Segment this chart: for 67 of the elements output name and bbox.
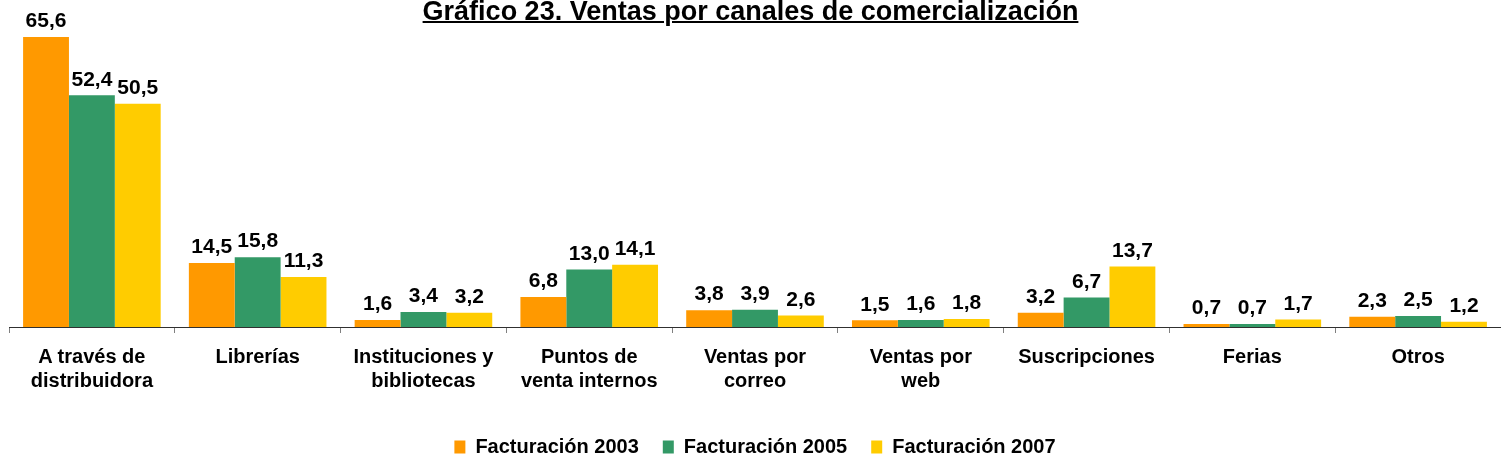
data-label: 1,5 xyxy=(860,291,890,315)
bar xyxy=(943,319,990,327)
x-tick-label: Suscripciones xyxy=(1018,344,1155,367)
bar xyxy=(612,264,659,327)
bar xyxy=(851,320,898,327)
data-label: 6,8 xyxy=(528,268,559,292)
x-tick-label: Otros xyxy=(1391,344,1445,367)
bar xyxy=(686,310,733,327)
legend-label: Facturación 2003 xyxy=(475,434,639,457)
bar xyxy=(280,277,327,327)
bar xyxy=(1395,315,1442,327)
data-label: 2,6 xyxy=(786,286,816,310)
bar xyxy=(114,103,161,327)
bar xyxy=(188,262,235,327)
x-tick-label: A través de distribuidora xyxy=(30,344,154,391)
x-tick-label: Librerías xyxy=(215,344,300,367)
bar xyxy=(1063,297,1110,327)
data-label: 2,5 xyxy=(1403,287,1434,311)
bar xyxy=(234,257,281,327)
bar xyxy=(1275,319,1322,327)
bar xyxy=(1441,321,1487,327)
bar xyxy=(1349,316,1396,327)
data-label: 2,3 xyxy=(1357,288,1387,312)
data-label: 1,6 xyxy=(362,291,393,315)
data-label: 0,7 xyxy=(1191,295,1222,319)
bar xyxy=(23,37,69,327)
bar xyxy=(446,312,493,327)
x-tick-label: Ventas por web xyxy=(869,344,973,391)
data-label: 50,5 xyxy=(117,75,159,99)
bar xyxy=(400,311,447,327)
bar xyxy=(520,296,567,327)
bar xyxy=(732,309,778,327)
data-label: 6,7 xyxy=(1071,268,1102,292)
bar xyxy=(1109,266,1156,327)
data-label: 13,7 xyxy=(1111,237,1153,261)
data-label: 1,8 xyxy=(952,290,982,314)
data-label: 14,1 xyxy=(614,235,656,259)
bar xyxy=(897,319,944,327)
bar xyxy=(1017,312,1064,327)
bar xyxy=(1183,323,1230,327)
data-label: 14,5 xyxy=(191,234,233,258)
data-label: 15,8 xyxy=(237,228,279,252)
chart-title: Gráfico 23. Ventas por canales de comercialización xyxy=(422,0,1079,26)
data-label: 3,2 xyxy=(454,284,484,308)
bar xyxy=(566,269,613,327)
bar xyxy=(777,315,824,327)
legend-label: Facturación 2005 xyxy=(683,434,848,457)
data-label: 13,0 xyxy=(568,240,610,264)
data-label: 1,6 xyxy=(906,291,936,315)
data-label: 0,7 xyxy=(1237,295,1267,319)
data-label: 1,7 xyxy=(1283,290,1313,314)
data-label: 65,6 xyxy=(25,8,67,32)
bar xyxy=(354,319,401,327)
data-label: 52,4 xyxy=(71,66,113,90)
data-label: 3,2 xyxy=(1026,284,1056,308)
data-label: 11,3 xyxy=(283,248,324,272)
data-label: 3,8 xyxy=(694,281,725,305)
x-tick-label: Ventas por correo xyxy=(703,344,807,391)
x-tick-label: Puntos de venta internos xyxy=(520,344,658,391)
bar xyxy=(68,95,115,327)
bar xyxy=(1229,323,1276,327)
x-tick-label: Ferias xyxy=(1222,344,1282,367)
data-label: 1,2 xyxy=(1449,292,1479,316)
legend-label: Facturación 2007 xyxy=(892,434,1056,457)
data-label: 3,9 xyxy=(740,281,770,305)
data-label: 3,4 xyxy=(408,283,439,307)
x-tick-label: Instituciones y bibliotecas xyxy=(353,344,495,391)
